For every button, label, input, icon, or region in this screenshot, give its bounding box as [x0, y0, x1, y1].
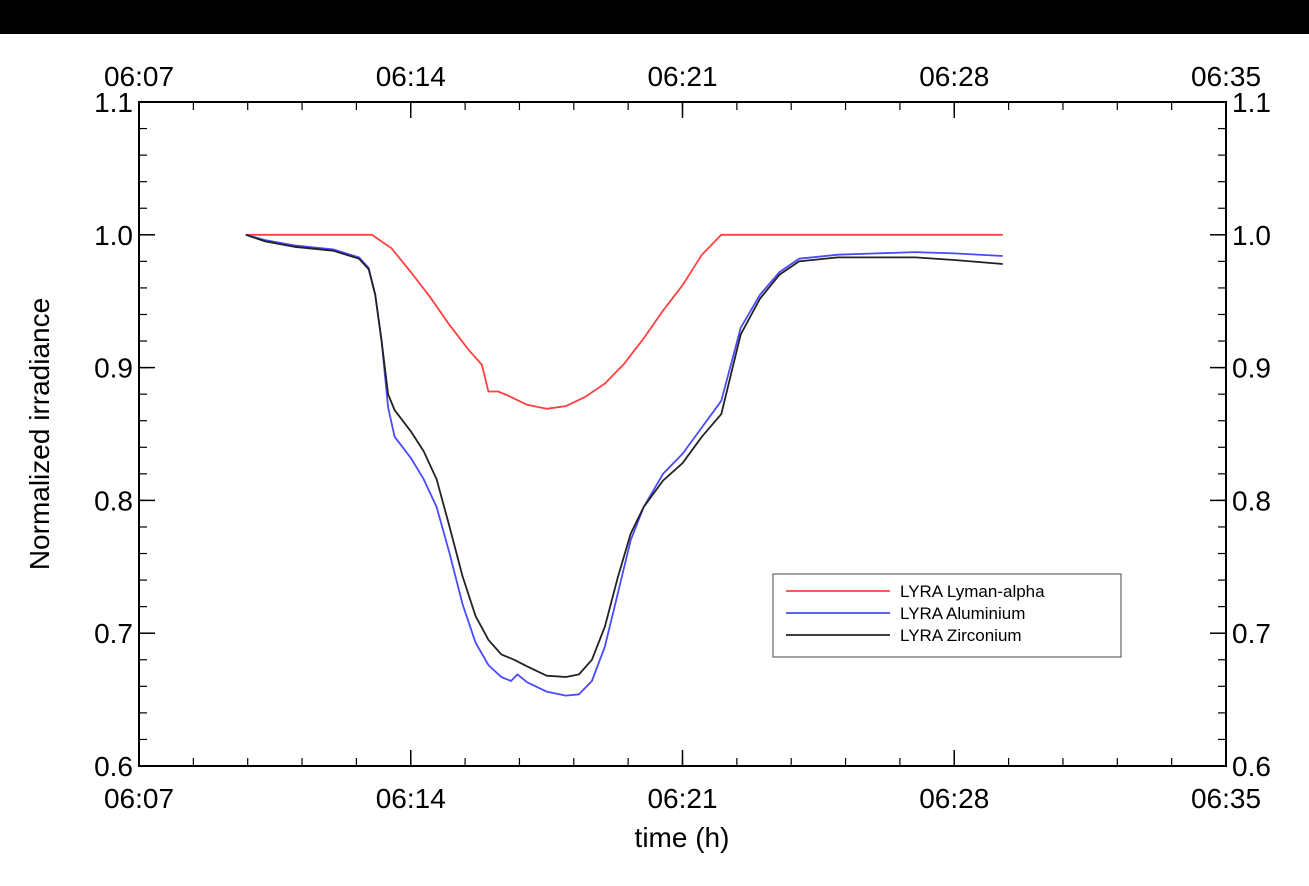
y-tick-label: 1.1 [94, 87, 133, 118]
right-axis-tick-label: 0.9 [1232, 353, 1271, 384]
right-axis-tick-label: 0.7 [1232, 618, 1271, 649]
y-axis-title: Normalized irradiance [24, 298, 55, 570]
series-line-lyra-zirconium [245, 233, 1003, 678]
x-tick-label: 06:07 [104, 783, 174, 814]
legend: LYRA Lyman-alpha LYRA Aluminium LYRA Zirco… [772, 573, 1122, 658]
y-tick-label: 0.6 [94, 751, 133, 782]
top-axis-tick-label: 06:07 [104, 61, 174, 92]
legend-label: LYRA Zirconium [900, 626, 1022, 645]
plot-frame [138, 101, 1227, 767]
x-tick-label: 06:14 [376, 783, 446, 814]
axis-tick-labels: 06:07 06:07 06:14 06:14 06:21 06:21 06:28 06:28… [94, 61, 1271, 814]
right-axis-tick-label: 1.0 [1232, 220, 1271, 251]
y-tick-label: 1.0 [94, 220, 133, 251]
data-series [245, 233, 1003, 697]
axis-ticks [138, 101, 1227, 767]
legend-label: LYRA Lyman-alpha [900, 582, 1045, 601]
y-tick-label: 0.9 [94, 353, 133, 384]
top-axis-tick-label: 06:28 [919, 61, 989, 92]
right-axis-tick-label: 0.6 [1232, 751, 1271, 782]
top-axis-tick-label: 06:14 [376, 61, 446, 92]
y-tick-label: 0.8 [94, 485, 133, 516]
x-axis-title: time (h) [635, 822, 730, 853]
y-tick-label: 0.7 [94, 618, 133, 649]
legend-label: LYRA Aluminium [900, 604, 1025, 623]
right-axis-tick-label: 0.8 [1232, 485, 1271, 516]
series-line-lyra-lyman-alpha [245, 233, 1003, 410]
top-axis-tick-label: 06:21 [647, 61, 717, 92]
x-tick-label: 06:21 [647, 783, 717, 814]
legend-box [772, 573, 1122, 658]
right-axis-tick-label: 1.1 [1232, 87, 1271, 118]
x-tick-label: 06:28 [919, 783, 989, 814]
top-axis-tick-label: 06:35 [1191, 61, 1261, 92]
x-tick-label: 06:35 [1191, 783, 1261, 814]
top-black-bar [0, 0, 1309, 34]
